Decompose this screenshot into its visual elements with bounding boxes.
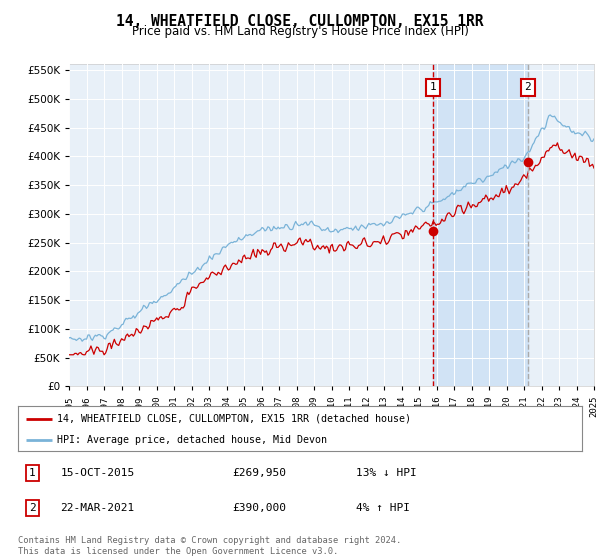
Text: HPI: Average price, detached house, Mid Devon: HPI: Average price, detached house, Mid … [58, 435, 328, 445]
Text: £390,000: £390,000 [232, 503, 286, 513]
Text: 4% ↑ HPI: 4% ↑ HPI [356, 503, 410, 513]
Bar [433, 64, 528, 386]
Text: 14, WHEATFIELD CLOSE, CULLOMPTON, EX15 1RR: 14, WHEATFIELD CLOSE, CULLOMPTON, EX15 1… [116, 14, 484, 29]
Text: 2: 2 [29, 503, 35, 513]
Text: 15-OCT-2015: 15-OCT-2015 [60, 468, 134, 478]
Text: 22-MAR-2021: 22-MAR-2021 [60, 503, 134, 513]
Text: 2: 2 [524, 82, 531, 92]
Text: 13% ↓ HPI: 13% ↓ HPI [356, 468, 417, 478]
Text: £269,950: £269,950 [232, 468, 286, 478]
Text: Price paid vs. HM Land Registry's House Price Index (HPI): Price paid vs. HM Land Registry's House … [131, 25, 469, 38]
Text: Contains HM Land Registry data © Crown copyright and database right 2024.
This d: Contains HM Land Registry data © Crown c… [18, 536, 401, 556]
Text: 1: 1 [29, 468, 35, 478]
Text: 1: 1 [430, 82, 436, 92]
Text: 14, WHEATFIELD CLOSE, CULLOMPTON, EX15 1RR (detached house): 14, WHEATFIELD CLOSE, CULLOMPTON, EX15 1… [58, 413, 412, 423]
